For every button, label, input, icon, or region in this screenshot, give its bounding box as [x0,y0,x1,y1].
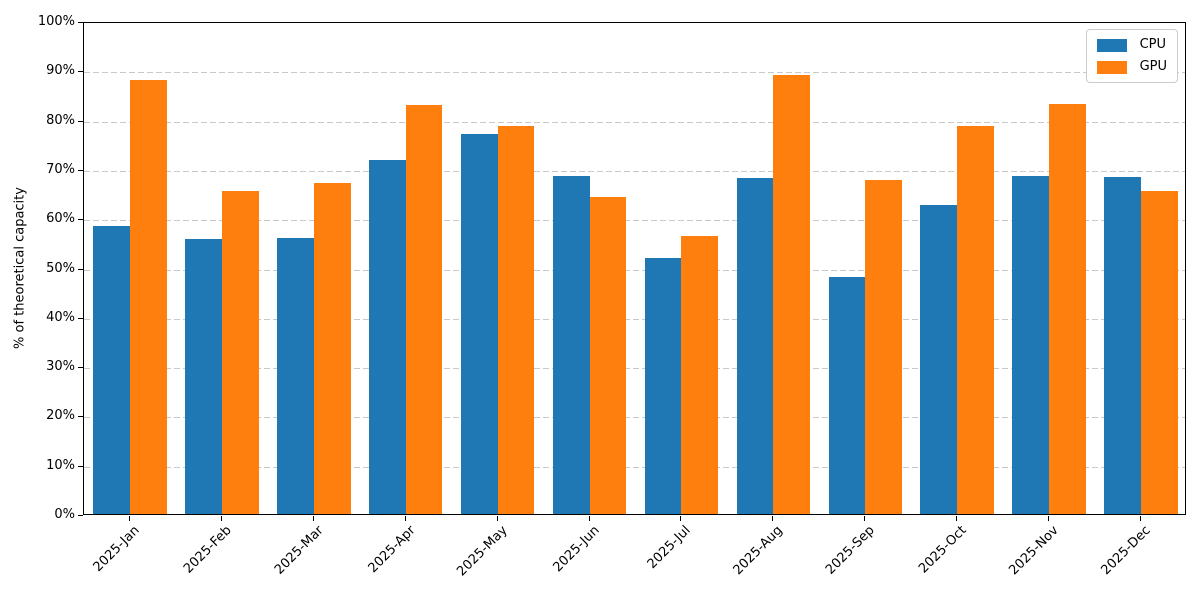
bar-gpu-2025-feb [221,191,259,514]
gridline-20 [84,417,1185,419]
bar-cpu-2025-mar [277,237,314,514]
gridline-40 [84,318,1185,320]
x-tick-mark [864,516,866,521]
bar-cpu-2025-apr [368,159,406,514]
y-tick-label: 60% [46,211,75,227]
gridline-90 [84,72,1185,74]
y-tick-label: 40% [46,309,75,325]
gridline-50 [84,269,1185,271]
bar-gpu-2025-nov [1049,104,1086,514]
bar-cpu-2025-jan [93,226,130,514]
bar-gpu-2025-jul [681,236,719,514]
gpu-legend-label: GPU [1139,59,1167,74]
bar-gpu-2025-sep [865,180,903,514]
bar-cpu-2025-nov [1012,176,1050,514]
gridline-30 [84,368,1185,370]
y-tick-label: 70% [46,161,75,177]
x-tick-label: 2025-Jan [90,523,143,576]
bar-gpu-2025-may [497,126,535,514]
y-tick-mark [78,317,83,319]
bar-cpu-2025-oct [920,204,958,514]
y-tick-label: 10% [46,457,75,473]
gridline-60 [84,220,1185,222]
y-tick-label: 100% [37,14,75,29]
gridline-10 [84,466,1185,468]
x-tick-mark [680,516,682,521]
gridline-70 [84,170,1185,172]
x-tick-mark [404,516,406,521]
y-tick-mark [78,515,83,516]
y-tick-label: 20% [46,408,75,424]
bar-cpu-2025-sep [828,277,866,514]
x-tick-mark [312,516,314,521]
bar-gpu-2025-jun [589,197,627,514]
y-tick-mark [78,71,83,73]
bar-gpu-2025-jan [129,80,167,514]
bar-cpu-2025-feb [185,238,222,514]
y-tick-mark [78,169,83,171]
x-tick-mark [220,516,222,521]
y-tick-label: 30% [46,359,75,375]
bar-gpu-2025-aug [773,75,811,514]
cpu-legend-label: CPU [1139,37,1166,52]
gridline-80 [84,121,1185,123]
x-tick-mark [1140,516,1142,521]
bar-cpu-2025-jul [644,258,682,514]
x-tick-mark [128,516,130,521]
cpu-legend-swatch [1096,38,1127,52]
x-tick-mark [956,516,958,521]
y-tick-mark [78,120,83,122]
x-tick-mark [772,516,774,521]
legend-item-cpu: CPU [1096,37,1167,52]
y-tick-mark [78,219,83,221]
y-tick-label: 0% [54,507,75,522]
bar-cpu-2025-aug [736,178,774,514]
y-tick-mark [78,367,83,369]
y-tick-label: 80% [46,112,75,128]
legend: CPU GPU [1085,29,1178,83]
bar-gpu-2025-dec [1141,191,1178,514]
bar-cpu-2025-may [460,133,498,514]
bar-gpu-2025-mar [313,183,351,514]
x-tick-mark [588,516,590,521]
gpu-legend-swatch [1096,60,1127,74]
bar-gpu-2025-oct [957,125,994,514]
bar-cpu-2025-dec [1104,177,1142,514]
x-tick-mark [1048,516,1050,521]
y-tick-label: 50% [46,260,75,276]
plot-area: CPU GPU [83,22,1186,515]
x-tick-mark [496,516,498,521]
legend-item-gpu: GPU [1096,59,1167,74]
y-tick-mark [78,465,83,467]
y-tick-mark [78,22,83,23]
y-tick-mark [78,268,83,270]
y-tick-mark [78,416,83,418]
bar-gpu-2025-apr [405,105,443,514]
y-tick-label: 90% [46,63,75,79]
bar-cpu-2025-jun [552,176,590,514]
